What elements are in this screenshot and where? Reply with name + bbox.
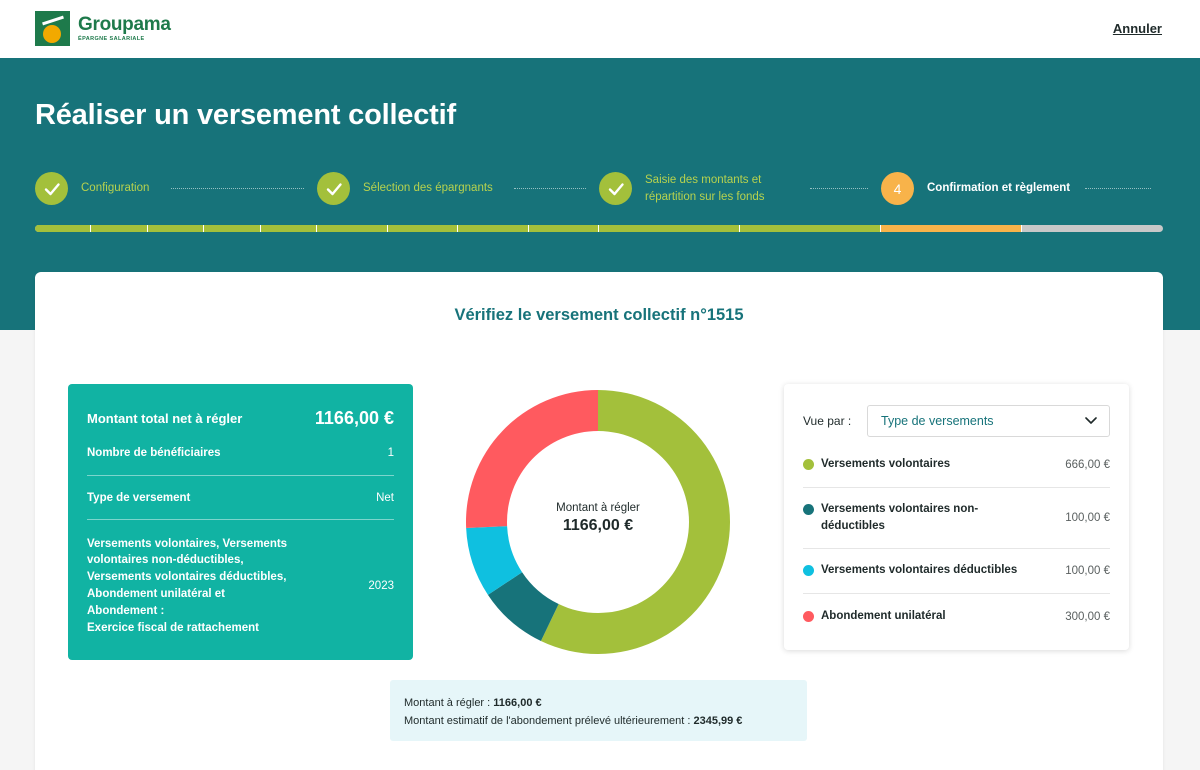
donut-slice-4[interactable] [466,390,598,529]
legend-label: Versements volontaires déductibles [821,564,1018,577]
check-icon [317,172,350,205]
step-connector [171,188,304,189]
check-icon [35,172,68,205]
progress-bar [35,225,1163,232]
fiscal-value: 2023 [368,580,394,592]
summary-panel: Montant total net à régler 1166,00 € Nom… [68,384,413,660]
donut-chart: Montant à régler 1166,00 € [466,390,730,654]
legend-dot [803,565,814,577]
legend-dot [803,458,814,470]
donut-slice-3[interactable] [466,526,523,595]
brand-name: Groupama [78,13,171,35]
total-value: 1166,00 € [314,407,394,428]
verification-card: Vérifiez le versement collectif n°1515 M… [35,272,1163,770]
type-row: Type de versement Net [87,476,394,520]
legend-dot [803,610,814,622]
view-by-select[interactable]: Type de versements [867,405,1110,437]
groupama-logo[interactable]: Groupama ÉPARGNE SALARIALE [35,11,171,46]
legend-panel: Vue par : Type de versements Versements … [784,384,1129,650]
step-selection: Sélection des épargnants [317,172,493,205]
note-line-amount: Montant à régler : 1166,00 € [404,697,542,709]
total-label: Montant total net à régler [87,410,243,426]
step-label: Confirmation et règlement [927,182,1071,195]
legend-item: Abondement unilatéral 300,00 € [803,594,1110,639]
donut-center: Montant à régler 1166,00 € [466,502,730,535]
chevron-down-icon [1085,417,1097,424]
type-label: Type de versement [87,491,191,504]
legend-item: Versements volontaires déductibles 100,0… [803,549,1110,594]
step-connector [810,188,868,189]
check-icon [599,172,632,206]
legend-value: 100,00 € [1065,565,1110,577]
legend-label: Versements volontaires non- déductibles [821,502,979,532]
view-by-row: Vue par : Type de versements [803,405,1110,437]
beneficiaries-row: Nombre de bénéficiaires 1 [87,431,394,476]
step-connector [514,188,586,189]
step-connector [1085,188,1151,189]
step-confirmation: 4 Confirmation et règlement [881,172,1070,205]
step-number-badge: 4 [881,172,914,205]
amount-note: Montant à régler : 1166,00 € Montant est… [390,680,807,741]
step-label: Configuration [81,182,150,195]
card-title: Vérifiez le versement collectif n°1515 [454,306,744,324]
brand-subtitle: ÉPARGNE SALARIALE [78,35,145,42]
beneficiaries-label: Nombre de bénéficiaires [87,447,221,459]
legend-value: 666,00 € [1065,458,1110,471]
legend-label: Abondement unilatéral [821,609,946,622]
type-value: Net [376,491,394,504]
view-by-select-value: Type de versements [881,414,994,428]
donut-slice-1[interactable] [540,390,730,654]
legend-item: Versements volontaires 666,00 € [803,442,1110,488]
fiscal-label: Versements volontaires, Versements volon… [87,537,288,634]
step-label: Saisie des montants et répartition sur l… [645,174,765,203]
legend-value: 300,00 € [1065,610,1110,623]
progress-active [880,225,1021,232]
cancel-link[interactable]: Annuler [1112,21,1162,36]
legend-item: Versements volontaires non- déductibles … [803,488,1110,549]
donut-center-label: Montant à régler [556,502,640,514]
step-saisie: Saisie des montants et répartition sur l… [599,172,765,206]
donut-slice-2[interactable] [487,572,559,642]
note-line-abondement: Montant estimatif de l'abondement prélev… [404,714,743,727]
legend-dot [803,503,814,515]
donut-svg [466,390,730,654]
donut-center-value: 1166,00 € [562,517,634,534]
step-label: Sélection des épargnants [363,182,493,195]
beneficiaries-value: 1 [387,447,394,459]
step-configuration: Configuration [35,172,149,205]
fiscal-row: Versements volontaires, Versements volon… [87,520,394,652]
top-bar: Groupama ÉPARGNE SALARIALE Annuler [0,0,1200,58]
legend-value: 100,00 € [1065,512,1110,524]
legend-label: Versements volontaires [821,457,951,470]
view-by-label: Vue par : [803,414,852,428]
page-title: Réaliser un versement collectif [35,99,456,131]
total-row: Montant total net à régler 1166,00 € [87,384,394,450]
groupama-logo-icon [35,11,70,46]
